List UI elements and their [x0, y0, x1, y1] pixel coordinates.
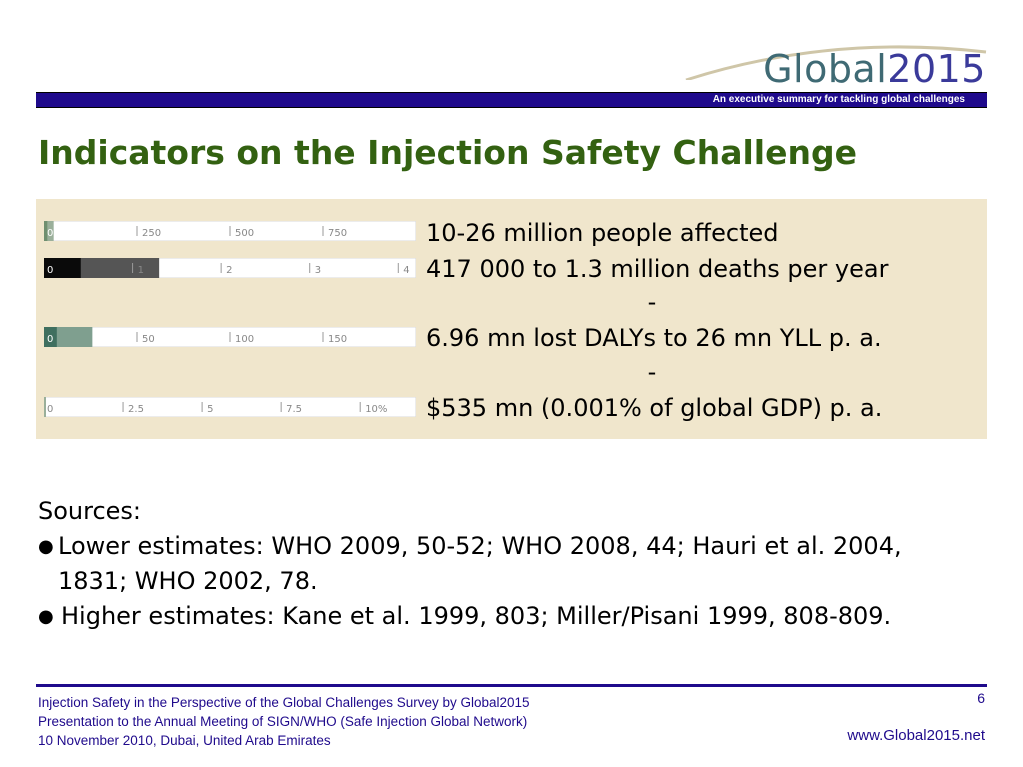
indicator-deaths: 417 000 to 1.3 million deaths per year — [426, 255, 889, 283]
scale-tick-label: 2 — [226, 265, 232, 276]
slide-title: Indicators on the Injection Safety Chall… — [38, 133, 857, 172]
scale-bar-svg: 0 250 500 750 — [44, 221, 416, 241]
indicator-bar-dalys: 0 50 100 150 — [44, 327, 416, 347]
source-lower-estimates: Lower estimates: WHO 2009, 50-52; WHO 20… — [58, 532, 902, 595]
scale-tick-label: 10% — [365, 404, 387, 415]
source-item: ● Higher estimates: Kane et al. 1999, 80… — [38, 599, 978, 634]
scale-bar-svg: 0 2.5 5 7.5 10% — [44, 397, 416, 417]
scale-tick-label: 750 — [328, 228, 347, 239]
value-segment — [80, 258, 160, 278]
scale-tick-label: 0 — [47, 228, 53, 239]
scale-tick-label: 2.5 — [128, 404, 144, 415]
logo-name: Global — [763, 47, 888, 91]
sources-heading: Sources: — [38, 497, 142, 525]
scale-tick-label: 4 — [403, 265, 409, 276]
value-segment — [44, 258, 81, 278]
indicator-bar-deaths: 0 1 2 3 4 — [44, 258, 416, 278]
footer-line: Presentation to the Annual Meeting of SI… — [38, 714, 528, 729]
value-segment — [47, 221, 54, 241]
logo-wordmark: Global2015 — [763, 48, 986, 90]
source-higher-estimates: Higher estimates: Kane et al. 1999, 803;… — [61, 602, 892, 630]
scale-tick-label: 5 — [207, 404, 213, 415]
footer-line: Injection Safety in the Perspective of t… — [38, 695, 530, 710]
scale-tick-label: 0 — [47, 334, 53, 345]
website-link[interactable]: www.Global2015.net — [847, 727, 985, 744]
indicator-bar-people: 0 250 500 750 — [44, 221, 416, 241]
indicator-people-affected: 10-26 million people affected — [426, 219, 779, 247]
separator-dash: - — [647, 288, 657, 316]
logo-year: 2015 — [887, 47, 986, 91]
banner-tagline: An executive summary for tackling global… — [712, 94, 965, 105]
indicator-bar-gdp: 0 2.5 5 7.5 10% — [44, 397, 416, 417]
scale-tick-label: 1 — [138, 265, 144, 276]
global2015-logo: Global2015 — [680, 40, 990, 92]
logo-arc-icon — [685, 45, 987, 80]
header-banner: An executive summary for tackling global… — [36, 92, 987, 108]
footer-line: 10 November 2010, Dubai, United Arab Emi… — [38, 733, 331, 748]
scale-tick-label: 0 — [47, 265, 53, 276]
value-segment — [44, 221, 48, 241]
scale-tick-label: 7.5 — [286, 404, 302, 415]
scale-tick-label: 500 — [235, 228, 254, 239]
scale-bar-svg: 0 1 2 3 4 — [44, 258, 416, 278]
value-segment — [44, 327, 57, 347]
footer-text: Injection Safety in the Perspective of t… — [38, 693, 530, 750]
separator-dash: - — [647, 358, 657, 386]
scale-tick-label: 250 — [142, 228, 161, 239]
scale-tick-label: 0 — [47, 404, 53, 415]
bullet-icon: ● — [38, 606, 54, 627]
page-number: 6 — [977, 690, 985, 706]
bullet-icon: ● — [38, 536, 54, 557]
indicator-dalys: 6.96 mn lost DALYs to 26 mn YLL p. a. — [426, 324, 882, 352]
scale-tick-label: 3 — [315, 265, 321, 276]
indicator-gdp-cost: $535 mn (0.001% of global GDP) p. a. — [426, 394, 883, 422]
indicators-panel: 0 250 500 750 0 1 2 3 4 0 50 100 150 0 2.5 5 7.5 10% 1… — [36, 199, 987, 439]
source-item: ● Lower estimates: WHO 2009, 50-52; WHO … — [38, 529, 978, 599]
scale-tick-label: 50 — [142, 334, 155, 345]
value-segment — [44, 397, 46, 417]
scale-bar-svg: 0 50 100 150 — [44, 327, 416, 347]
scale-tick-label: 150 — [328, 334, 347, 345]
footer-divider — [36, 684, 987, 687]
scale-bar-track — [44, 397, 416, 417]
scale-tick-label: 100 — [235, 334, 254, 345]
value-segment — [56, 327, 93, 347]
sources-block: Sources: ● Lower estimates: WHO 2009, 50… — [38, 494, 978, 634]
